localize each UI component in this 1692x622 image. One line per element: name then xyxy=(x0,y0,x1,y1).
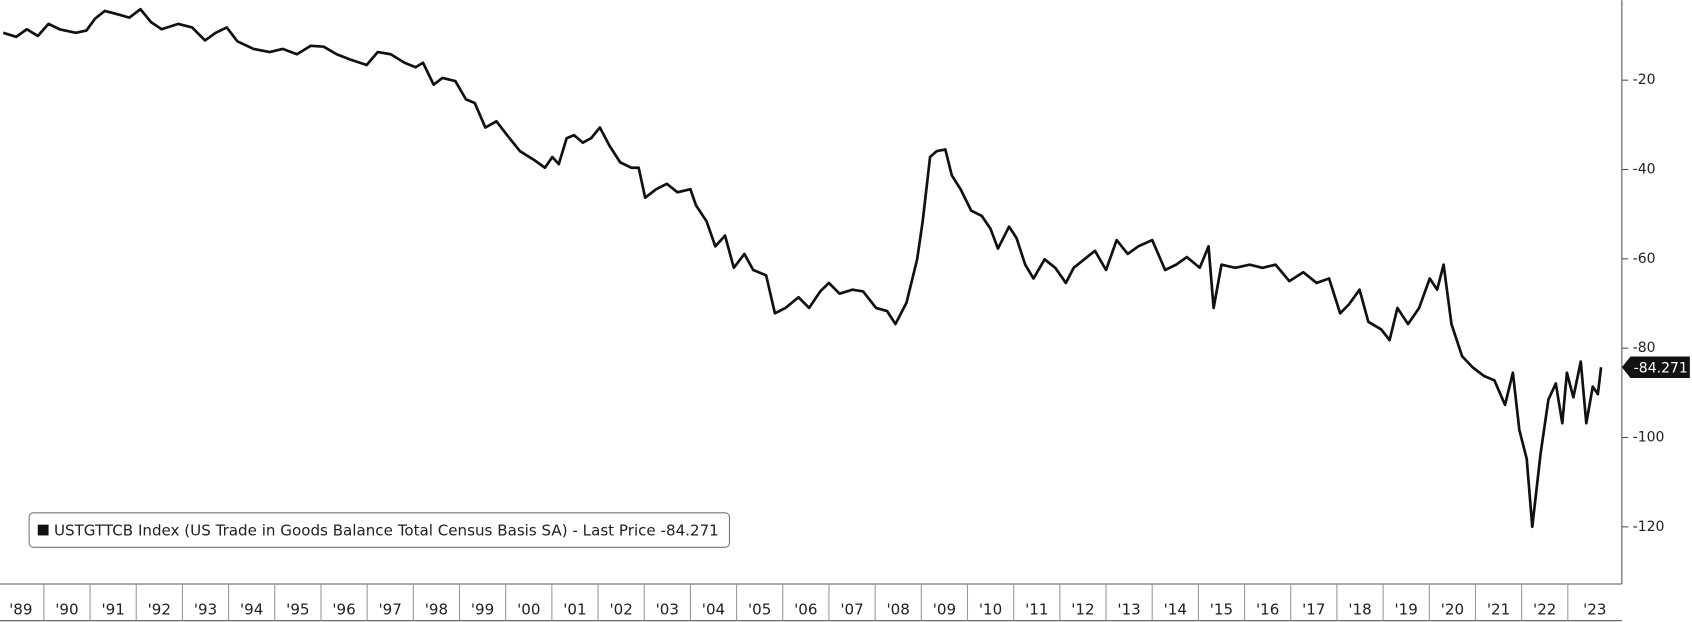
y-tick-label: -120 xyxy=(1633,519,1665,535)
x-tick-label: '94 xyxy=(240,600,263,618)
line xyxy=(2,7,1603,529)
x-tick-label: '01 xyxy=(563,600,586,618)
x-tick-label: '10 xyxy=(979,600,1002,618)
x-tick-label: '11 xyxy=(1025,600,1048,618)
x-tick-label: '16 xyxy=(1256,600,1279,618)
x-tick-label: '06 xyxy=(794,600,817,618)
x-tick-label: '09 xyxy=(933,600,956,618)
y-tick-label: -100 xyxy=(1633,430,1665,446)
x-tick-label: '07 xyxy=(840,600,863,618)
x-tick-label: '92 xyxy=(148,600,171,618)
x-tick-label: '90 xyxy=(55,600,78,618)
x-tick-label: '97 xyxy=(379,600,402,618)
x-tick-label: '20 xyxy=(1441,600,1464,618)
x-tick-label: '99 xyxy=(471,600,494,618)
x-tick-label: '12 xyxy=(1071,600,1094,618)
plot-area xyxy=(2,7,1603,529)
x-tick-label: '98 xyxy=(425,600,448,618)
legend: USTGTTCB Index (US Trade in Goods Balanc… xyxy=(28,512,730,548)
x-tick-label: '96 xyxy=(332,600,355,618)
x-tick-label: '14 xyxy=(1164,600,1187,618)
x-tick-label: '00 xyxy=(517,600,540,618)
x-tick-label: '89 xyxy=(9,600,32,618)
x-tick-label: '13 xyxy=(1117,600,1140,618)
x-tick-label: '93 xyxy=(194,600,217,618)
x-tick-label: '21 xyxy=(1487,600,1510,618)
x-tick-label: '04 xyxy=(702,600,725,618)
x-tick-label: '08 xyxy=(887,600,910,618)
y-tick-label: -80 xyxy=(1633,340,1656,356)
x-tick-label: '23 xyxy=(1583,600,1606,618)
x-tick-label: '95 xyxy=(286,600,309,618)
last-price-label: -84.271 xyxy=(1634,360,1688,376)
x-tick-label: '15 xyxy=(1210,600,1233,618)
y-tick-label: -20 xyxy=(1633,72,1656,88)
y-tick-label: -40 xyxy=(1633,162,1656,178)
last-price-tag xyxy=(1621,356,1690,379)
legend-label: USTGTTCB Index (US Trade in Goods Balanc… xyxy=(54,522,719,540)
x-tick-label: '02 xyxy=(609,600,632,618)
x-tick-label: '19 xyxy=(1395,600,1418,618)
x-tick-label: '18 xyxy=(1348,600,1371,618)
x-tick-label: '22 xyxy=(1533,600,1556,618)
legend-box xyxy=(28,512,730,548)
x-tick-label: '05 xyxy=(748,600,771,618)
x-tick-label: '91 xyxy=(101,600,124,618)
y-tick-label: -60 xyxy=(1633,251,1656,267)
x-tick-label: '03 xyxy=(656,600,679,618)
x-tick-label: '17 xyxy=(1302,600,1325,618)
legend-swatch xyxy=(37,524,49,536)
